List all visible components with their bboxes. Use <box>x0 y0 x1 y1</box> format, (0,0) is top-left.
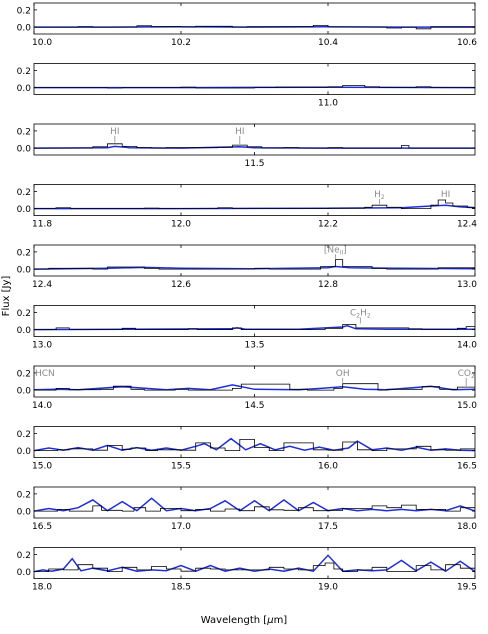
observed-step-line <box>34 439 475 450</box>
annotation-text: OH <box>336 369 350 379</box>
line-annotation: OH <box>336 369 350 379</box>
x-tick-label: 13.5 <box>244 341 264 351</box>
panel-1: 0.2 0.010.0 10.2 10.4 10.6 <box>17 3 478 48</box>
panel-frame <box>34 64 475 95</box>
x-tick-label: 16.5 <box>457 462 477 472</box>
line-annotation: HCN <box>35 369 55 379</box>
line-annotation: HI <box>441 190 450 200</box>
y-tick-label: 0.0 <box>17 205 32 215</box>
annotation-text: HCN <box>35 369 55 379</box>
panel-7: 0.2 0.014.0 14.5 15.0 HCN OH CO2 <box>17 366 478 411</box>
x-tick-label: 15.0 <box>32 462 52 472</box>
panel-frame <box>34 548 475 579</box>
y-tick-label: 0.0 <box>17 266 32 276</box>
annotation-subscript: 2 <box>381 194 385 201</box>
x-tick-label: 13.0 <box>457 280 477 290</box>
panel-2: 0.2 0.0 11.0 <box>17 64 475 109</box>
x-tick-label: 18.5 <box>171 583 191 593</box>
model-line <box>34 555 475 571</box>
x-tick-label: 14.0 <box>457 341 477 351</box>
x-tick-label: 19.0 <box>318 583 338 593</box>
x-tick-label: 17.0 <box>171 522 191 532</box>
y-tick-label: 0.0 <box>17 24 32 34</box>
x-tick-label: 15.5 <box>171 462 191 472</box>
y-tick-label: 0.0 <box>17 387 32 397</box>
x-tick-label: 10.0 <box>32 38 52 48</box>
panel-10: 0.2 0.018.0 18.5 19.0 19.5 <box>17 548 477 593</box>
panel-frame <box>34 366 475 397</box>
x-tick-label: 12.4 <box>32 280 52 290</box>
line-annotation: HI <box>235 127 244 137</box>
x-tick-label: 10.6 <box>457 38 477 48</box>
x-axis-label: Wavelength [μm] <box>201 615 288 626</box>
panel-frame <box>34 124 475 155</box>
annotation-suffix: ] <box>343 245 347 255</box>
annotation-text: HI <box>441 190 450 200</box>
x-tick-label: 15.0 <box>457 401 477 411</box>
y-tick-label: 0.2 <box>17 188 31 198</box>
annotation-subscript: 2 <box>471 373 475 380</box>
x-tick-label: 14.0 <box>32 401 52 411</box>
x-tick-label: 12.4 <box>457 220 477 230</box>
y-tick-label: 0.0 <box>17 508 32 518</box>
panel-9: 0.2 0.016.5 17.0 17.5 18.0 <box>17 487 478 532</box>
model-line <box>34 205 475 208</box>
y-tick-label: 0.2 <box>17 490 31 500</box>
x-tick-label: 16.5 <box>32 522 52 532</box>
x-tick-label: 14.5 <box>244 401 264 411</box>
annotation-subscript: 2 <box>367 312 371 319</box>
y-tick-label: 0.2 <box>17 6 31 16</box>
y-tick-label: 0.2 <box>17 551 31 561</box>
x-tick-label: 13.0 <box>32 341 52 351</box>
x-tick-label: 12.8 <box>318 280 338 290</box>
y-tick-label: 0.0 <box>17 568 32 578</box>
y-tick-label: 0.2 <box>17 127 31 137</box>
x-tick-label: 17.5 <box>318 522 338 532</box>
panel-frame <box>34 245 475 276</box>
panel-frame <box>34 306 475 337</box>
y-tick-label: 0.2 <box>17 248 31 258</box>
panel-4: 0.2 0.011.8 12.0 12.2 12.4 H2 HI <box>17 185 478 230</box>
x-tick-label: 19.5 <box>457 583 477 593</box>
x-tick-label: 12.0 <box>171 220 191 230</box>
y-tick-label: 0.0 <box>17 447 32 457</box>
observed-step-line <box>34 563 475 572</box>
y-axis-label: Flux [Jy] <box>1 276 12 317</box>
y-tick-label: 0.2 <box>17 430 31 440</box>
y-tick-label: 0.0 <box>17 145 32 155</box>
y-tick-label: 0.0 <box>17 84 32 94</box>
x-tick-label: 18.0 <box>32 583 52 593</box>
y-tick-label: 0.2 <box>17 369 31 379</box>
y-tick-label: 0.2 <box>17 309 31 319</box>
annotation-text: HI <box>235 127 244 137</box>
panel-8: 0.2 0.015.0 15.5 16.0 16.5 <box>17 427 477 472</box>
x-tick-label: 18.0 <box>457 522 477 532</box>
panel-frame <box>34 3 475 34</box>
annotation-text: H <box>374 190 381 200</box>
observed-step-line <box>34 25 475 28</box>
x-tick-label: 11.8 <box>32 220 52 230</box>
y-tick-label: 0.0 <box>17 326 32 336</box>
x-tick-label: 11.0 <box>318 99 338 109</box>
panel-frame <box>34 487 475 518</box>
x-tick-label: 10.2 <box>171 38 191 48</box>
panel-3: 0.2 0.0 11.5 HI HI <box>17 124 475 169</box>
annotation-text: CO <box>458 369 471 379</box>
panel-frame <box>34 185 475 216</box>
y-tick-label: 0.2 <box>17 67 31 77</box>
annotation-text: HI <box>110 127 119 137</box>
line-annotation: HI <box>110 127 119 137</box>
x-tick-label: 10.4 <box>318 38 338 48</box>
annotation-text: [Ne <box>324 245 340 255</box>
x-tick-label: 12.2 <box>318 220 338 230</box>
annotation-text-mid: H <box>360 308 367 318</box>
x-tick-label: 16.0 <box>318 462 338 472</box>
x-tick-label: 12.6 <box>171 280 191 290</box>
x-tick-label: 11.5 <box>244 159 264 169</box>
